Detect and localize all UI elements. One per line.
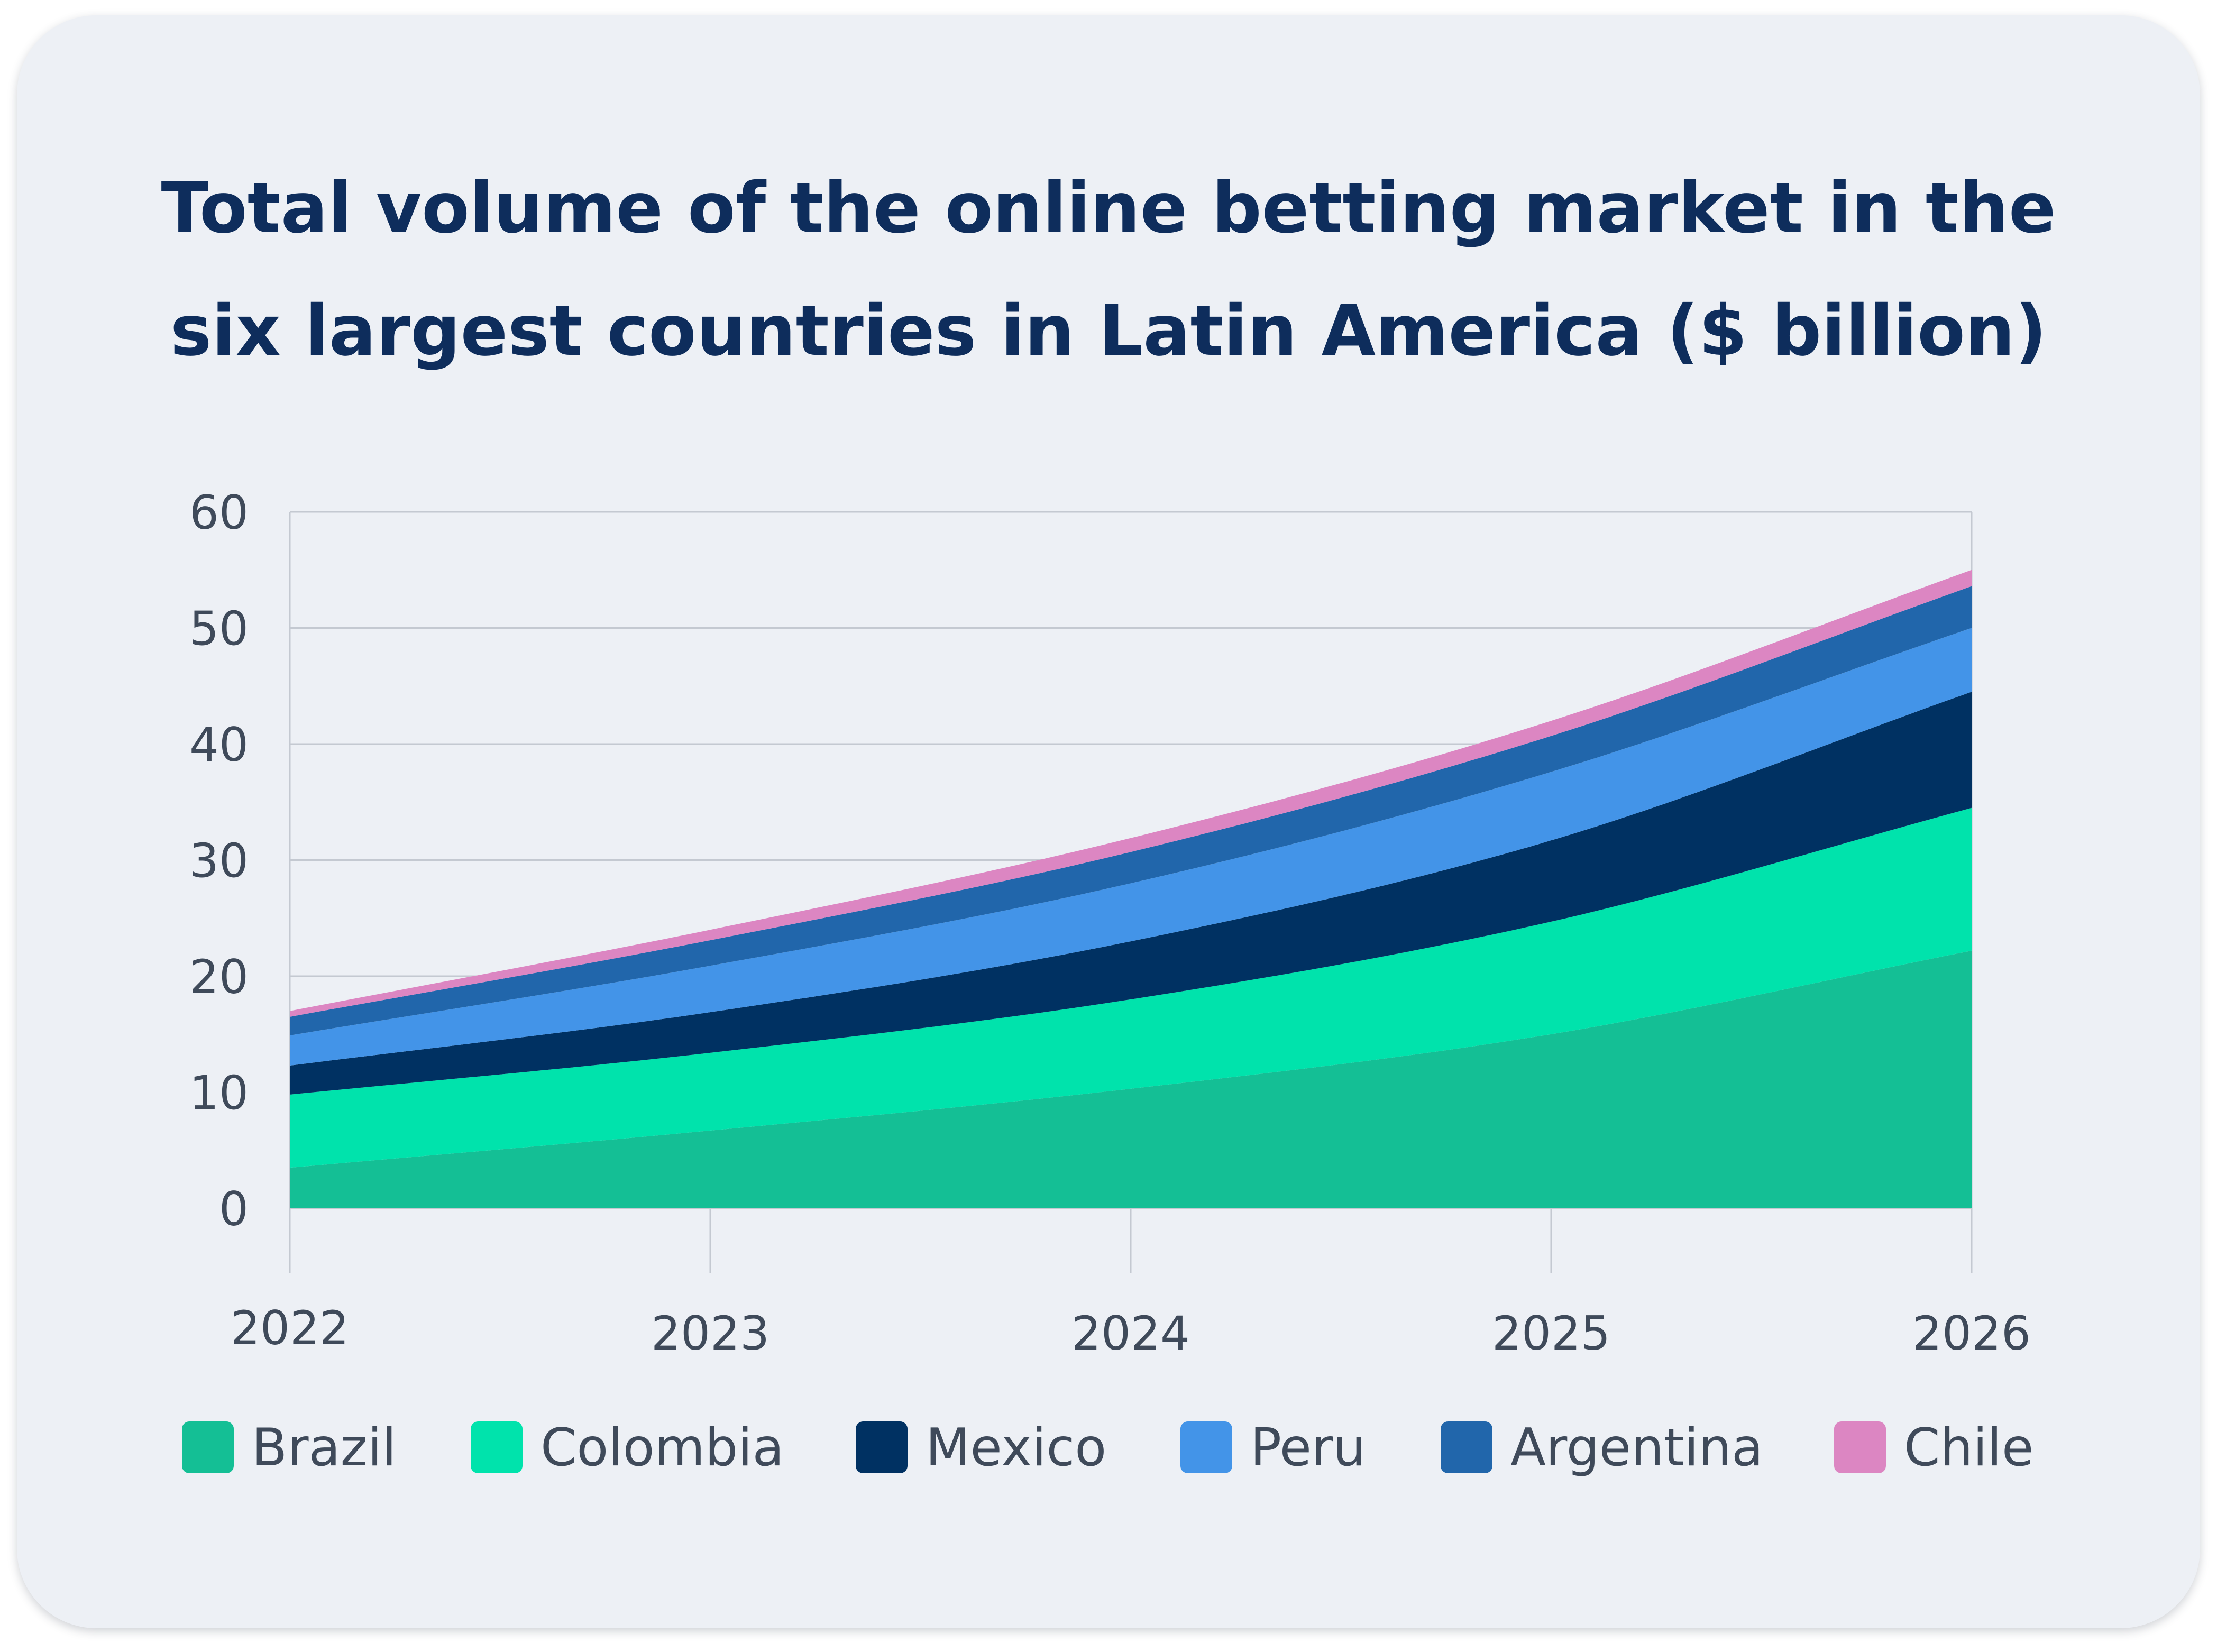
legend: Brazil Colombia Mexico Peru Argentina Chile (182, 1418, 2033, 1478)
y-tick-label: 60 (189, 485, 249, 540)
axis-layer: 0 10 20 30 40 50 60 2022 2023 2024 2025 2026 (189, 485, 2031, 1361)
area-brazil (290, 950, 1972, 1208)
y-tick-label: 50 (189, 602, 249, 656)
x-tick-label: 2023 (651, 1306, 769, 1361)
legend-swatch (1441, 1421, 1492, 1473)
area-layer (290, 570, 1972, 1208)
legend-label: Mexico (926, 1418, 1106, 1478)
legend-label: Peru (1250, 1418, 1366, 1478)
legend-label: Colombia (540, 1418, 784, 1478)
legend-item-colombia: Colombia (471, 1418, 784, 1478)
legend-swatch (471, 1421, 523, 1473)
legend-label: Brazil (252, 1418, 396, 1478)
x-tick-label: 2025 (1492, 1306, 1610, 1361)
legend-item-argentina: Argentina (1441, 1418, 1763, 1478)
x-tick-label: 2022 (231, 1301, 349, 1355)
y-tick-label: 30 (189, 834, 249, 888)
legend-swatch (1834, 1421, 1886, 1473)
area-colombia (290, 807, 1972, 1168)
chart-title-line-2: six largest countries in Latin America (… (170, 290, 2047, 372)
legend-label: Argentina (1510, 1418, 1763, 1478)
legend-item-brazil: Brazil (182, 1418, 396, 1478)
y-tick-label: 10 (189, 1066, 249, 1121)
y-tick-label: 20 (189, 950, 249, 1004)
legend-swatch (182, 1421, 234, 1473)
legend-swatch (1180, 1421, 1232, 1473)
legend-item-mexico: Mexico (856, 1418, 1106, 1478)
legend-label: Chile (1904, 1418, 2033, 1478)
area-peru (290, 628, 1972, 1066)
x-tick-label: 2026 (1912, 1306, 2031, 1361)
legend-item-peru: Peru (1180, 1418, 1366, 1478)
legend-swatch (856, 1421, 908, 1473)
y-tick-label: 40 (189, 718, 249, 772)
chart-title: Total volume of the online betting marke… (0, 147, 2217, 392)
chart-title-line-1: Total volume of the online betting marke… (161, 168, 2056, 249)
x-tick-label: 2024 (1071, 1306, 1190, 1361)
legend-item-chile: Chile (1834, 1418, 2033, 1478)
area-mexico (290, 692, 1972, 1095)
y-tick-label: 0 (219, 1182, 249, 1236)
area-argentina (290, 586, 1972, 1035)
